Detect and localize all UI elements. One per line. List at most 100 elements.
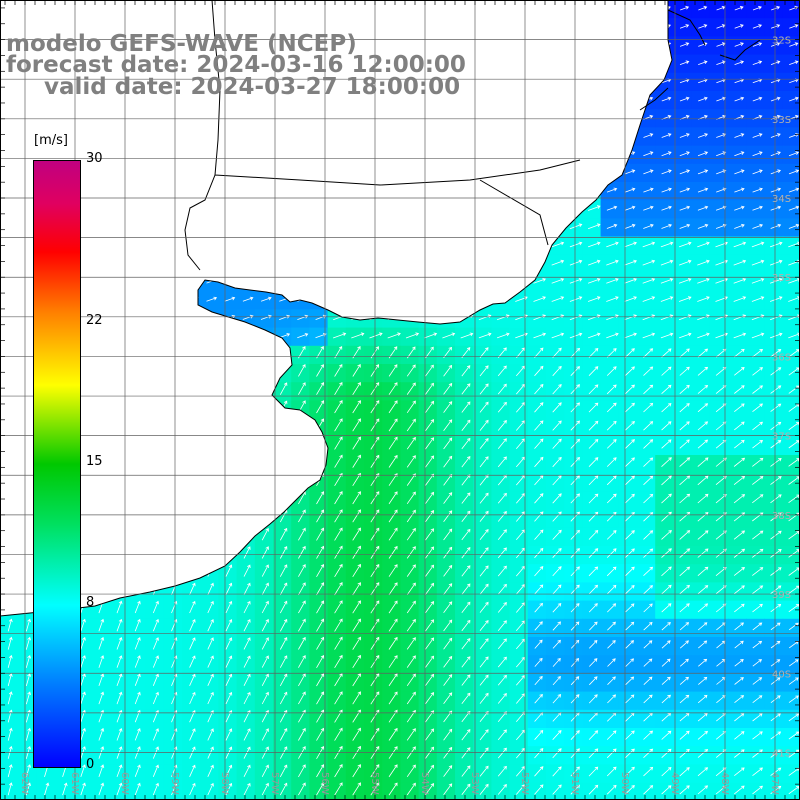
speed-cell xyxy=(709,309,729,329)
wind-arrow xyxy=(752,695,763,704)
longitude-label: 61W xyxy=(69,772,80,795)
wind-arrow xyxy=(661,584,672,595)
wind-arrow xyxy=(643,621,653,631)
wind-arrow xyxy=(697,439,709,449)
wind-arrow xyxy=(461,747,471,759)
wind-arrow xyxy=(606,402,617,413)
wind-arrow xyxy=(388,618,398,632)
speed-cell xyxy=(109,764,128,784)
wind-arrow xyxy=(479,583,489,595)
wind-arrow xyxy=(679,384,690,394)
speed-cell xyxy=(418,418,438,438)
speed-cell xyxy=(564,546,583,565)
wind-arrow xyxy=(443,364,453,377)
wind-arrow xyxy=(624,241,637,248)
wind-arrow xyxy=(388,782,398,796)
speed-cell xyxy=(418,455,438,474)
speed-cell xyxy=(527,600,547,620)
wind-arrow xyxy=(406,491,416,505)
wind-arrow xyxy=(697,205,709,211)
wind-arrow xyxy=(589,676,598,686)
wind-arrow xyxy=(352,764,361,778)
speed-cell xyxy=(182,600,201,620)
speed-cell xyxy=(364,327,383,347)
speed-cell xyxy=(728,364,747,383)
wind-arrow xyxy=(552,676,561,686)
speed-cell xyxy=(364,746,383,765)
wind-arrow xyxy=(643,730,654,740)
speed-cell xyxy=(728,400,747,420)
wind-arrow xyxy=(733,241,747,248)
speed-cell xyxy=(691,309,711,329)
speed-cell xyxy=(382,691,401,711)
wind-arrow xyxy=(334,654,343,669)
wind-arrow xyxy=(497,583,507,595)
speed-cell xyxy=(764,364,784,383)
wind-arrow xyxy=(406,364,416,377)
speed-cell xyxy=(764,254,784,274)
speed-cell xyxy=(509,491,529,511)
wind-arrow xyxy=(534,729,544,740)
speed-cell xyxy=(655,327,674,347)
speed-cell xyxy=(691,728,711,747)
wind-arrow xyxy=(515,729,526,741)
wind-arrow xyxy=(697,548,709,558)
wind-arrow xyxy=(643,530,654,540)
speed-cell xyxy=(637,273,656,292)
wind-arrow xyxy=(98,764,105,778)
speed-cell xyxy=(382,364,401,383)
speed-cell xyxy=(618,618,638,638)
speed-cell xyxy=(400,618,420,638)
wind-arrow xyxy=(189,764,196,777)
speed-cell xyxy=(764,382,784,401)
wind-arrow xyxy=(587,296,601,302)
wind-arrow xyxy=(697,296,710,302)
speed-cell xyxy=(600,673,620,693)
speed-cell xyxy=(400,728,420,747)
wind-arrow xyxy=(243,691,251,705)
wind-arrow xyxy=(679,205,691,211)
wind-arrow xyxy=(770,785,782,795)
wind-arrow xyxy=(679,566,691,577)
wind-arrow xyxy=(261,600,269,614)
wind-arrow xyxy=(461,456,471,468)
speed-cell xyxy=(418,509,438,529)
wind-arrow xyxy=(788,278,800,284)
wind-arrow xyxy=(406,582,416,596)
wind-arrow xyxy=(334,691,343,705)
speed-cell xyxy=(455,364,474,383)
wind-arrow xyxy=(316,618,325,632)
wind-arrow xyxy=(279,618,288,632)
wind-arrow xyxy=(679,366,690,376)
wind-arrow xyxy=(752,677,763,685)
speed-cell xyxy=(400,600,420,620)
wind-arrow xyxy=(625,402,635,413)
wind-arrow xyxy=(789,42,799,47)
wind-arrow xyxy=(606,784,617,795)
wind-arrow xyxy=(152,673,159,686)
speed-cell xyxy=(436,691,456,711)
wind-arrow xyxy=(497,547,507,559)
speed-cell xyxy=(509,309,529,329)
wind-arrow xyxy=(752,785,763,795)
wind-arrow xyxy=(552,748,562,759)
wind-arrow xyxy=(443,601,453,614)
wind-arrow xyxy=(770,440,782,449)
speed-cell xyxy=(691,236,711,256)
speed-cell xyxy=(600,746,620,765)
wind-arrow xyxy=(261,637,269,650)
speed-cell xyxy=(382,764,401,784)
wind-arrow xyxy=(116,673,123,687)
wind-arrow xyxy=(752,169,763,175)
speed-cell xyxy=(455,582,474,602)
wind-arrow xyxy=(497,638,507,650)
wind-arrow xyxy=(716,133,727,138)
wind-arrow xyxy=(697,475,709,486)
speed-cell xyxy=(582,728,602,747)
wind-arrow xyxy=(152,764,159,777)
speed-cell xyxy=(582,764,602,784)
wind-arrow xyxy=(497,438,507,449)
longitude-label: 56W xyxy=(319,772,330,795)
wind-arrow xyxy=(497,747,507,759)
wind-arrow xyxy=(679,622,690,631)
